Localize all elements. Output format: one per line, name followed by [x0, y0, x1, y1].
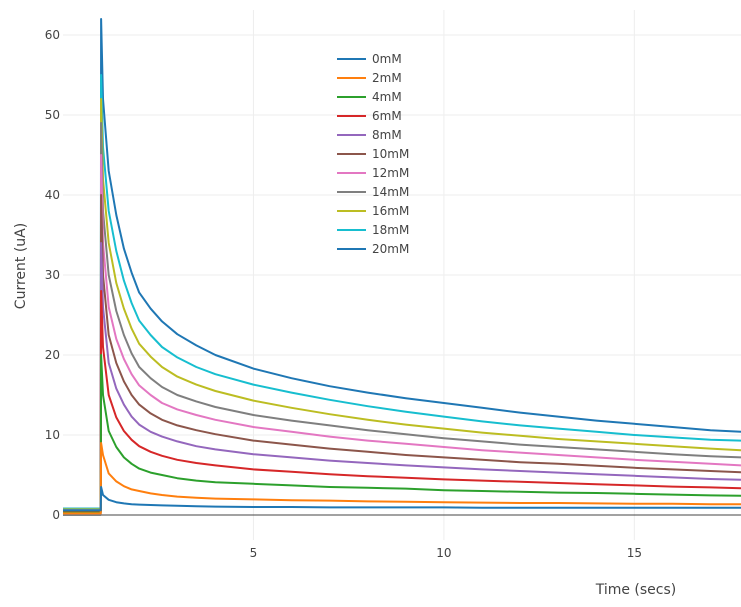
legend-item-18mM[interactable]: 18mM [337, 223, 409, 237]
y-axis-title: Current (uA) [13, 223, 29, 309]
legend-label: 0mM [372, 52, 402, 66]
legend-item-6mM[interactable]: 6mM [337, 109, 402, 123]
series-line-12mM [63, 154, 741, 512]
legend-item-4mM[interactable]: 4mM [337, 90, 402, 104]
legend-item-16mM[interactable]: 16mM [337, 204, 409, 218]
legend-item-12mM[interactable]: 12mM [337, 166, 409, 180]
gridlines [63, 10, 741, 540]
series-line-18mM [63, 74, 741, 510]
y-tick-label: 30 [45, 268, 60, 282]
legend-item-20mM[interactable]: 20mM [337, 242, 409, 256]
series-line-20mM [63, 18, 741, 510]
legend-label: 16mM [372, 204, 409, 218]
legend-item-2mM[interactable]: 2mM [337, 71, 402, 85]
legend-label: 6mM [372, 109, 402, 123]
legend-item-10mM[interactable]: 10mM [337, 147, 409, 161]
y-tick-label: 40 [45, 188, 60, 202]
y-tick-label: 20 [45, 348, 60, 362]
legend-label: 14mM [372, 185, 409, 199]
x-tick-label: 5 [250, 546, 258, 560]
legend-label: 20mM [372, 242, 409, 256]
series-line-10mM [63, 194, 741, 512]
series-line-16mM [63, 98, 741, 511]
series-line-14mM [63, 122, 741, 516]
series-line-4mM [63, 354, 741, 514]
series-line-2mM [63, 442, 741, 515]
tick-labels: 0 10 20 30 40 50 60 5 10 15 [45, 28, 642, 560]
x-axis-title: Time (secs) [595, 582, 677, 598]
legend-label: 2mM [372, 71, 402, 85]
x-tick-label: 10 [436, 546, 451, 560]
legend-label: 12mM [372, 166, 409, 180]
y-tick-label: 50 [45, 108, 60, 122]
legend-label: 4mM [372, 90, 402, 104]
x-tick-label: 15 [627, 546, 642, 560]
legend-item-8mM[interactable]: 8mM [337, 128, 402, 142]
y-tick-label: 60 [45, 28, 60, 42]
y-tick-label: 0 [52, 508, 60, 522]
legend[interactable]: 0mM 2mM 4mM 6mM 8mM 10mM 12mM 14mM 16mM 18mM 20mM [337, 52, 409, 256]
legend-item-14mM[interactable]: 14mM [337, 185, 409, 199]
legend-label: 10mM [372, 147, 409, 161]
series-lines [63, 18, 741, 516]
series-line-0mM [63, 486, 741, 512]
legend-label: 18mM [372, 223, 409, 237]
legend-item-0mM[interactable]: 0mM [337, 52, 402, 66]
series-line-8mM [63, 242, 741, 512]
series-line-6mM [63, 290, 741, 513]
legend-label: 8mM [372, 128, 402, 142]
y-tick-label: 10 [45, 428, 60, 442]
